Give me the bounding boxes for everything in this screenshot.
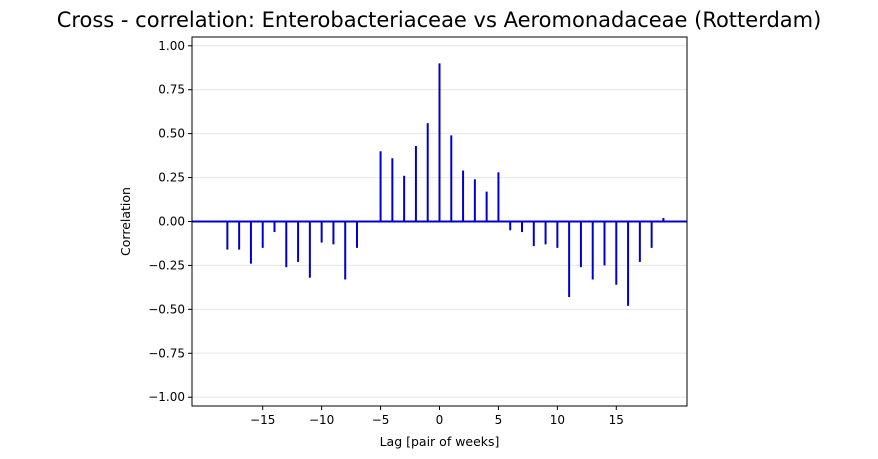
y-tick-label: 0.25 xyxy=(158,171,185,185)
y-axis-ticks: −1.00 −0.75 −0.50 −0.25 0.00 0.25 0.50 0.75 1.00 xyxy=(148,39,192,404)
x-tick-label: −5 xyxy=(372,413,390,427)
x-tick-label: 10 xyxy=(550,413,565,427)
y-tick-label: 0.75 xyxy=(158,83,185,97)
y-tick-label: −0.75 xyxy=(148,346,185,360)
x-tick-label: −15 xyxy=(250,413,275,427)
y-tick-label: 0.00 xyxy=(158,215,185,229)
y-tick-label: −0.25 xyxy=(148,258,185,272)
x-axis-label: Lag [pair of weeks] xyxy=(380,434,500,449)
x-tick-label: −10 xyxy=(309,413,334,427)
x-axis-ticks: −15 −10 −5 0 5 10 15 xyxy=(250,406,624,427)
x-tick-label: 0 xyxy=(436,413,444,427)
y-tick-label: −0.50 xyxy=(148,302,185,316)
chart-title: Cross - correlation: Enterobacteriaceae … xyxy=(57,8,822,32)
y-tick-label: 0.50 xyxy=(158,127,185,141)
y-tick-label: 1.00 xyxy=(158,39,185,53)
y-tick-label: −1.00 xyxy=(148,390,185,404)
x-tick-label: 5 xyxy=(495,413,503,427)
x-tick-label: 15 xyxy=(609,413,624,427)
y-axis-label: Correlation xyxy=(118,187,133,256)
stems xyxy=(226,63,665,306)
